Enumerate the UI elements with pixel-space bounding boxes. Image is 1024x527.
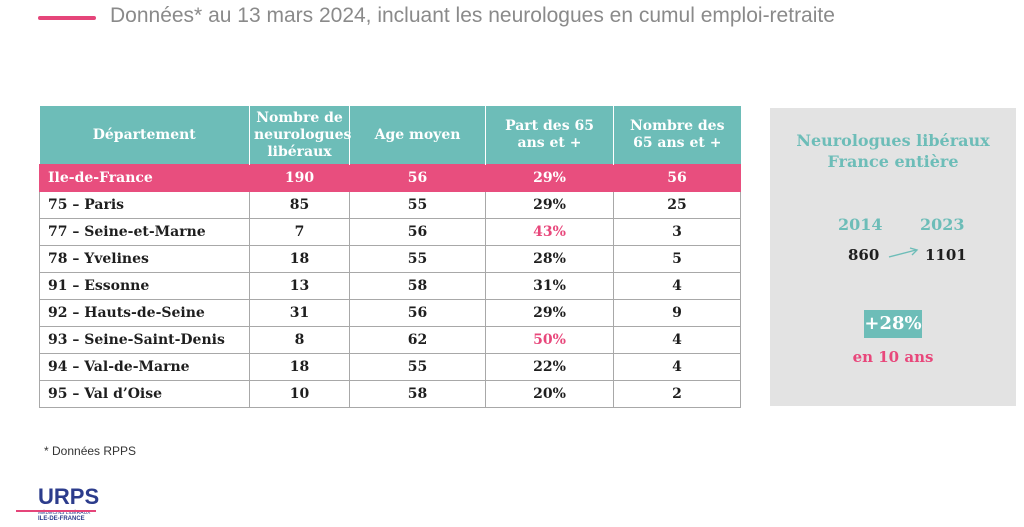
growth-caption: en 10 ans (852, 348, 934, 366)
cell-share: 20% (485, 380, 614, 408)
table-row: 95 – Val d’Oise 10 58 20% 2 (39, 380, 741, 408)
cell-n65: 9 (613, 299, 741, 327)
value-end: 1101 (925, 246, 967, 264)
cell-department: 91 – Essonne (39, 272, 250, 300)
cell-share-highlight: 50% (485, 326, 614, 354)
cell-department: 92 – Hauts-de-Seine (39, 299, 250, 327)
panel-title: Neurologues libéraux France entière (770, 130, 1016, 172)
urps-logo: URPS MÉDECINS LIBÉRAUX ILE-DE-FRANCE (16, 484, 100, 523)
cell-count: 7 (249, 218, 350, 246)
cell-age: 58 (349, 272, 486, 300)
table-row: 77 – Seine-et-Marne 7 56 43% 3 (39, 218, 741, 246)
table-row: 93 – Seine-Saint-Denis 8 62 50% 4 (39, 326, 741, 354)
cell-count: 31 (249, 299, 350, 327)
growth-badge: +28% (864, 310, 922, 338)
cell-n65: 4 (613, 272, 741, 300)
cell-count: 8 (249, 326, 350, 354)
cell-department: 95 – Val d’Oise (39, 380, 250, 408)
cell-count: 190 (249, 164, 350, 192)
cell-share: 29% (485, 299, 614, 327)
cell-n65: 56 (613, 164, 741, 192)
cell-share: 28% (485, 245, 614, 273)
page-title: Données* au 13 mars 2024, incluant les n… (110, 4, 835, 27)
panel-title-line: France entière (827, 152, 959, 171)
neurologists-table: Département Nombre de neurologues libéra… (39, 106, 741, 408)
table-row: 78 – Yvelines 18 55 28% 5 (39, 245, 741, 273)
cell-age: 55 (349, 191, 486, 219)
column-header: Département (39, 106, 250, 165)
cell-count: 13 (249, 272, 350, 300)
logo-subtitle: MÉDECINS LIBÉRAUX (38, 510, 91, 516)
cell-age: 56 (349, 299, 486, 327)
cell-department: 77 – Seine-et-Marne (39, 218, 250, 246)
cell-n65: 25 (613, 191, 741, 219)
year-start: 2014 (838, 215, 883, 234)
cell-count: 18 (249, 353, 350, 381)
cell-department: 75 – Paris (39, 191, 250, 219)
cell-n65: 4 (613, 326, 741, 354)
table-header-row: Département Nombre de neurologues libéra… (39, 106, 741, 165)
cell-n65: 3 (613, 218, 741, 246)
trend-arrow-icon (888, 247, 919, 258)
table-row: 94 – Val-de-Marne 18 55 22% 4 (39, 353, 741, 381)
cell-count: 10 (249, 380, 350, 408)
france-summary-panel: Neurologues libéraux France entière 2014… (770, 108, 1016, 406)
logo-swoosh (16, 510, 96, 512)
cell-n65: 2 (613, 380, 741, 408)
title-accent-bar (38, 16, 96, 20)
cell-age: 55 (349, 353, 486, 381)
column-header: Part des 65 ans et + (485, 106, 614, 165)
cell-age: 58 (349, 380, 486, 408)
table-row: 92 – Hauts-de-Seine 31 56 29% 9 (39, 299, 741, 327)
table-row: 75 – Paris 85 55 29% 25 (39, 191, 741, 219)
cell-share: 29% (485, 164, 614, 192)
cell-share-highlight: 43% (485, 218, 614, 246)
cell-department: 94 – Val-de-Marne (39, 353, 250, 381)
year-end: 2023 (920, 215, 965, 234)
table-row: 91 – Essonne 13 58 31% 4 (39, 272, 741, 300)
column-header: Age moyen (349, 106, 486, 165)
cell-age: 62 (349, 326, 486, 354)
column-header: Nombre de neurologues libéraux (249, 106, 351, 165)
cell-count: 18 (249, 245, 350, 273)
logo-text: URPS (38, 484, 100, 509)
footnote: * Données RPPS (44, 444, 137, 458)
cell-department: 78 – Yvelines (39, 245, 250, 273)
value-start: 860 (848, 246, 880, 264)
cell-n65: 4 (613, 353, 741, 381)
logo-region: ILE-DE-FRANCE (38, 516, 85, 522)
panel-title-line: Neurologues libéraux (796, 131, 990, 150)
column-header: Nombre des 65 ans et + (613, 106, 741, 165)
cell-share: 29% (485, 191, 614, 219)
cell-n65: 5 (613, 245, 741, 273)
cell-share: 22% (485, 353, 614, 381)
cell-age: 55 (349, 245, 486, 273)
cell-share: 31% (485, 272, 614, 300)
cell-department: Ile-de-France (39, 164, 250, 192)
cell-age: 56 (349, 218, 486, 246)
table-row-total: Ile-de-France 190 56 29% 56 (39, 164, 741, 192)
cell-age: 56 (349, 164, 486, 192)
cell-department: 93 – Seine-Saint-Denis (39, 326, 250, 354)
cell-count: 85 (249, 191, 350, 219)
